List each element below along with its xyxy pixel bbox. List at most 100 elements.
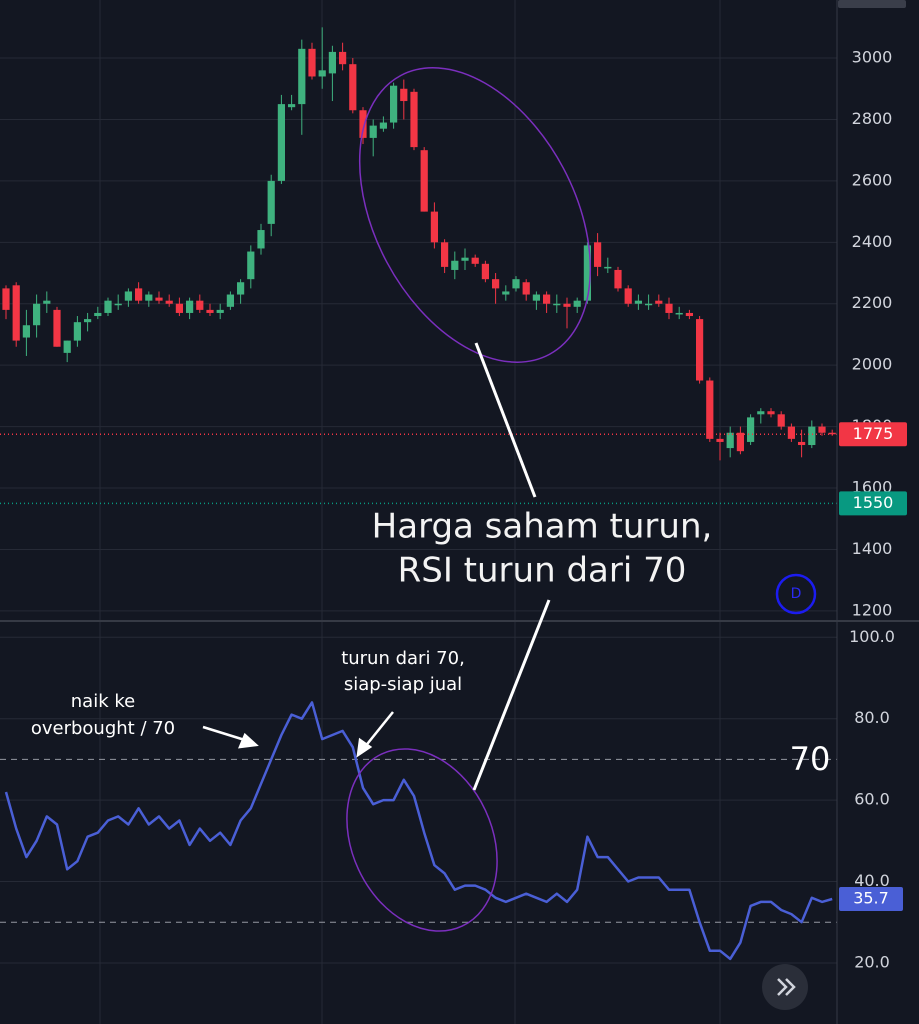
- y-tick-label: 2200: [852, 293, 893, 312]
- price-tag: [839, 422, 907, 447]
- y-tick-label: 20.0: [854, 952, 890, 971]
- candle-body: [22, 325, 30, 338]
- candle-body: [318, 70, 326, 77]
- candle-body: [359, 110, 367, 138]
- candle-body: [267, 180, 275, 224]
- annotation: RSI turun dari 70: [398, 551, 687, 591]
- price-tag-label: 1775: [853, 424, 894, 443]
- candle-body: [441, 242, 449, 267]
- candle-body: [94, 312, 102, 317]
- y-tick-label: 60.0: [854, 790, 890, 809]
- arrow-head: [238, 732, 259, 749]
- candle-body: [726, 432, 734, 449]
- y-tick-label: 1200: [852, 600, 893, 619]
- candle-body: [665, 303, 673, 313]
- candle-body: [165, 300, 173, 304]
- vertical-grid: [99, 0, 721, 1024]
- candle-body: [237, 282, 245, 295]
- candle-body: [706, 380, 714, 439]
- candle-body: [2, 288, 10, 310]
- candle-body: [461, 257, 469, 261]
- highlight-ellipse: [358, 67, 592, 363]
- candle-body: [736, 432, 744, 452]
- candle-body: [308, 48, 316, 77]
- candle-body: [573, 300, 581, 307]
- candle-body: [257, 230, 265, 249]
- annotation: turun dari 70,: [341, 648, 465, 669]
- candle-body: [563, 303, 571, 307]
- candle-body: [492, 279, 500, 289]
- candle-body: [216, 309, 224, 313]
- y-tick-label: 1400: [852, 539, 893, 558]
- candle-body: [532, 294, 540, 301]
- candle-body: [43, 300, 51, 304]
- scroll-tab: [838, 0, 906, 8]
- candle-body: [828, 432, 836, 435]
- candle-body: [655, 300, 663, 304]
- candle-body: [104, 300, 112, 313]
- y-tick-label: 2800: [852, 109, 893, 128]
- y-tick-label: 2000: [852, 355, 893, 374]
- candle-body: [63, 340, 71, 353]
- candle-body: [247, 251, 255, 280]
- candle-body: [155, 297, 163, 301]
- candle-body: [645, 303, 653, 306]
- candle-body: [114, 303, 122, 306]
- annotation: overbought / 70: [31, 718, 175, 739]
- candle-body: [390, 85, 398, 123]
- candle-body: [624, 288, 632, 304]
- plot: 1200140016001800200022002400260028003000…: [0, 27, 907, 971]
- y-tick-label: 80.0: [854, 708, 890, 727]
- candle-body: [685, 312, 693, 317]
- candle-body: [73, 322, 81, 341]
- candle-body: [349, 64, 357, 111]
- y-tick-label: 3000: [852, 48, 893, 67]
- candle-body: [135, 288, 143, 301]
- candle-body: [634, 300, 642, 304]
- candle-body: [747, 417, 755, 442]
- candle-body: [145, 294, 153, 301]
- candle-body: [553, 303, 561, 306]
- interval-badge[interactable]: [775, 573, 817, 615]
- candle-body: [787, 426, 795, 439]
- candle-body: [12, 285, 20, 341]
- scroll-icon: [777, 978, 796, 996]
- value-tag: [839, 887, 903, 912]
- annotation: naik ke: [71, 691, 135, 712]
- candle-body: [522, 282, 530, 295]
- candle-body: [430, 211, 438, 243]
- candle-body: [818, 426, 826, 433]
- candle-body: [675, 312, 683, 315]
- arrow-head: [356, 737, 373, 758]
- candle-body: [400, 88, 408, 102]
- candle-body: [420, 150, 428, 212]
- annotation: 70: [790, 740, 831, 778]
- candle-body: [757, 411, 765, 415]
- price-tag-label: 1550: [853, 493, 894, 512]
- value-tag-label: 35.7: [853, 889, 889, 908]
- candle-body: [696, 319, 704, 381]
- candle-body: [481, 263, 489, 280]
- candle-body: [186, 300, 194, 313]
- highlight-ellipse: [346, 748, 498, 932]
- annotation: Harga saham turun,: [372, 507, 713, 547]
- y-tick-label: 40.0: [854, 871, 890, 890]
- interval-badge-label: D: [791, 586, 802, 602]
- candle-body: [767, 411, 775, 415]
- candle-body: [716, 438, 724, 442]
- candle-body: [288, 104, 296, 108]
- candle-body: [328, 51, 336, 74]
- candle-body: [410, 91, 418, 148]
- y-tick-label: 2400: [852, 232, 893, 251]
- candle-body: [543, 294, 551, 304]
- candle-body: [124, 291, 132, 301]
- candle-body: [583, 245, 591, 301]
- candle-body: [798, 441, 806, 446]
- candle-body: [808, 426, 816, 446]
- candle-body: [594, 242, 602, 267]
- price-tag: [839, 491, 907, 516]
- y-tick-label: 2600: [852, 170, 893, 189]
- candle-body: [451, 260, 459, 270]
